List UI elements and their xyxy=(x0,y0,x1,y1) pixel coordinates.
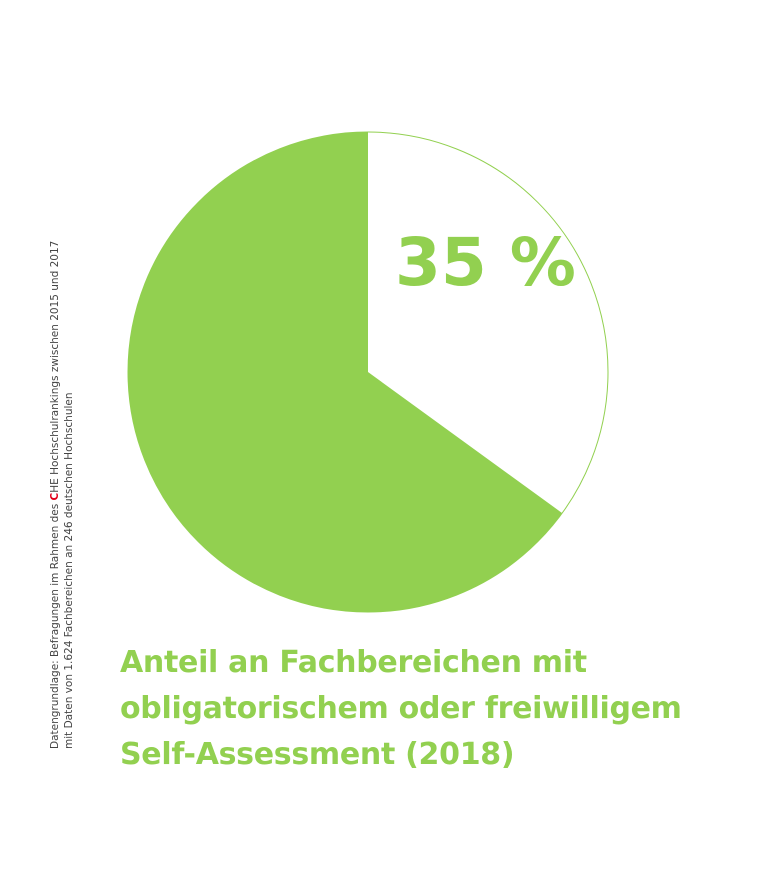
data-source-note: Datengrundlage: Befragungen im Rahmen de… xyxy=(48,241,76,749)
source-line-1-start: Datengrundlage: Befragungen im Rahmen de… xyxy=(49,500,61,749)
source-line-1: Datengrundlage: Befragungen im Rahmen de… xyxy=(48,241,62,749)
chart-title-line-2: obligatorischem oder freiwilligem xyxy=(120,691,682,726)
pie-slice-1 xyxy=(128,132,563,612)
pie-slice-0 xyxy=(368,132,609,514)
chart-title-line-3: Self-Assessment (2018) xyxy=(120,737,515,772)
source-line-2: mit Daten von 1.624 Fachbereichen an 246… xyxy=(63,392,75,749)
pie-slice-label-0: 35 % xyxy=(395,224,576,301)
pie-outline xyxy=(127,131,609,613)
chart-title-line-1: Anteil an Fachbereichen mit xyxy=(120,645,587,680)
che-logo-letter: C xyxy=(49,492,61,501)
chart-title: Anteil an Fachbereichen mit obligatorisc… xyxy=(120,640,760,778)
source-line-1-end: HE Hochschulrankings zwischen 2015 und 2… xyxy=(49,240,61,493)
